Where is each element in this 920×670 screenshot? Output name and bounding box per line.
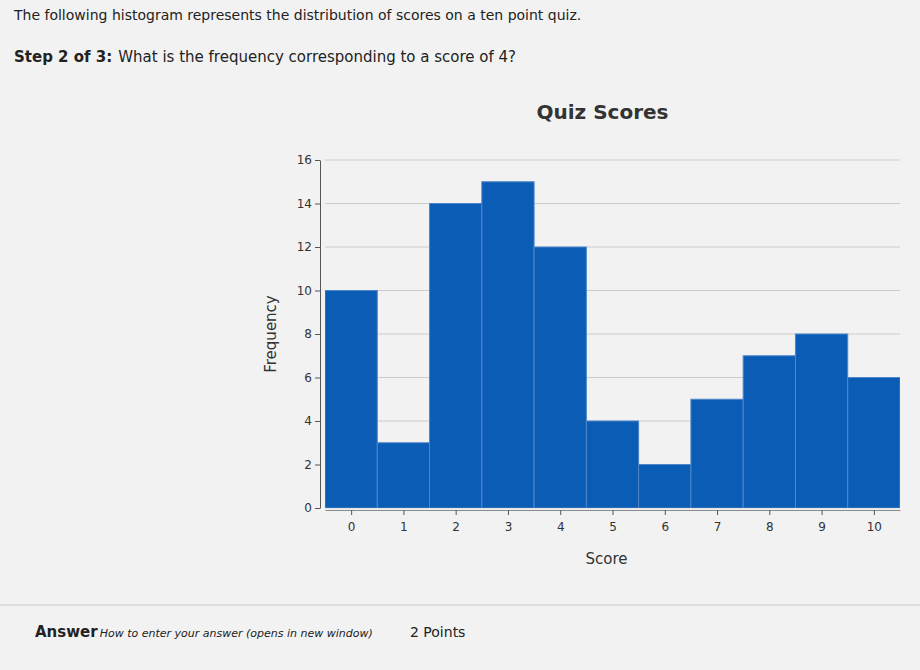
x-tick-label: 0 (348, 520, 356, 534)
answer-label: Answer (35, 623, 98, 641)
grid-line (325, 160, 900, 161)
x-tick: 5 (609, 510, 617, 534)
bar (430, 204, 482, 509)
x-tick-mark (665, 510, 666, 515)
grid (325, 160, 900, 508)
y-tick-label: 4 (304, 414, 312, 428)
x-tick: 10 (867, 510, 882, 534)
bar (848, 378, 900, 509)
y-tick: 14 (297, 197, 320, 211)
x-tick: 3 (505, 510, 513, 534)
y-axis: 0 2 4 6 8 10 12 14 16 (297, 153, 321, 515)
x-axis: 0 1 2 3 4 5 6 7 8 9 10 (326, 510, 901, 534)
x-tick: 6 (661, 510, 669, 534)
x-tick-mark (456, 510, 457, 515)
y-tick: 8 (304, 327, 320, 341)
y-tick-label: 12 (297, 240, 312, 254)
bar (743, 356, 795, 508)
x-tick-mark (874, 510, 875, 515)
question-text: Step 2 of 3: What is the frequency corres… (14, 48, 516, 66)
grid-line (325, 203, 900, 204)
x-tick-label: 2 (452, 520, 460, 534)
question: What is the frequency corresponding to a… (118, 48, 516, 66)
x-tick: 0 (348, 510, 356, 534)
x-tick-label: 7 (714, 520, 722, 534)
x-tick-label: 10 (867, 520, 882, 534)
y-tick: 12 (297, 240, 320, 254)
x-tick-label: 6 (661, 520, 669, 534)
y-axis-title: Frequency (262, 295, 280, 373)
y-tick-mark (315, 378, 320, 379)
bars (325, 182, 900, 508)
answer-row: AnswerHow to enter your answer (opens in… (35, 623, 373, 641)
bar (534, 247, 586, 508)
bar (377, 443, 429, 508)
y-tick: 0 (304, 501, 320, 515)
x-tick-label: 3 (505, 520, 513, 534)
x-tick-mark (613, 510, 614, 515)
y-tick: 2 (304, 458, 320, 472)
bar (586, 421, 638, 508)
y-tick-mark (315, 160, 320, 161)
x-tick-mark (351, 510, 352, 515)
y-tick-mark (315, 291, 320, 292)
y-tick-label: 6 (304, 371, 312, 385)
x-tick: 2 (452, 510, 460, 534)
x-tick: 9 (818, 510, 826, 534)
help-link[interactable]: How to enter your answer (opens in new w… (100, 627, 373, 640)
x-tick-label: 9 (818, 520, 826, 534)
chart-title: Quiz Scores (536, 100, 668, 124)
x-tick: 4 (557, 510, 565, 534)
x-tick: 1 (400, 510, 408, 534)
x-tick-mark (717, 510, 718, 515)
y-tick-label: 8 (304, 327, 312, 341)
page: The following histogram represents the d… (0, 0, 920, 670)
x-tick-label: 5 (609, 520, 617, 534)
y-tick: 10 (297, 284, 320, 298)
x-tick-label: 8 (766, 520, 774, 534)
step-label: Step 2 of 3: (14, 48, 112, 66)
y-tick-label: 0 (304, 501, 312, 515)
y-tick: 6 (304, 371, 320, 385)
y-tick-mark (315, 421, 320, 422)
y-tick-label: 2 (304, 458, 312, 472)
x-tick-label: 1 (400, 520, 408, 534)
x-tick: 8 (766, 510, 774, 534)
x-tick-mark (822, 510, 823, 515)
y-tick-mark (315, 334, 320, 335)
x-tick: 7 (714, 510, 722, 534)
background (0, 0, 920, 670)
separator (0, 605, 920, 606)
bar (795, 334, 847, 508)
points: 2 Points (410, 624, 465, 640)
bar (639, 465, 691, 509)
y-tick-label: 10 (297, 284, 312, 298)
x-tick-mark (508, 510, 509, 515)
x-tick-mark (769, 510, 770, 515)
bar (482, 182, 534, 508)
y-tick-label: 16 (297, 153, 312, 167)
y-tick: 16 (297, 153, 320, 167)
y-tick-label: 14 (297, 197, 312, 211)
y-tick-mark (315, 247, 320, 248)
bar (325, 291, 377, 509)
bar (691, 399, 743, 508)
y-tick-mark (315, 508, 320, 509)
y-tick-mark (315, 465, 320, 466)
grid-line (325, 290, 900, 291)
x-tick-label: 4 (557, 520, 565, 534)
intro-text: The following histogram represents the d… (13, 7, 581, 23)
y-axis-line (320, 161, 321, 509)
x-tick-mark (560, 510, 561, 515)
x-axis-title: Score (585, 550, 627, 568)
x-tick-mark (403, 510, 404, 515)
grid-line (325, 247, 900, 248)
y-tick: 4 (304, 414, 320, 428)
y-tick-mark (315, 204, 320, 205)
